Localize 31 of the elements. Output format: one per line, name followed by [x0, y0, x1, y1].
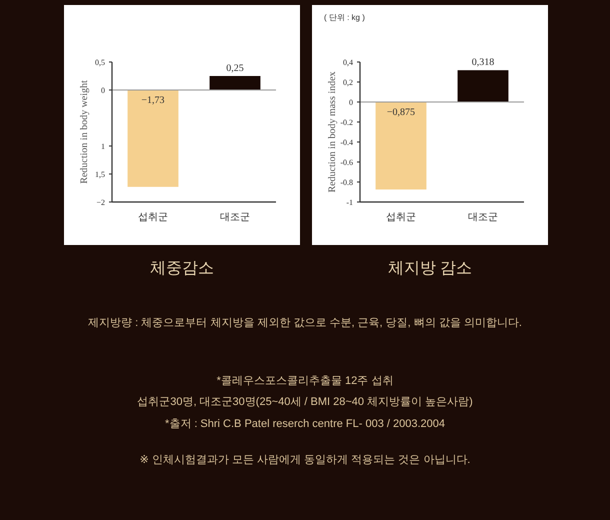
y-axis-title: Reduction in body weight [79, 80, 90, 184]
y-tick-label: −2 [96, 198, 105, 207]
data-label: −0,875 [386, 107, 416, 118]
y-axis-title: Reduction in body mass index [327, 71, 338, 193]
x-tick-label: 섭취군 [138, 212, 168, 223]
x-tick-label: 섭취군 [386, 212, 416, 223]
y-tick-label: -0.8 [340, 178, 353, 187]
y-tick-label: -1 [346, 198, 353, 207]
text: 체지방 감소 [388, 260, 472, 277]
y-tick-label: 0,2 [343, 78, 353, 87]
y-tick-label: 1 [101, 142, 105, 151]
text: ( 단위 : kg ) [324, 13, 366, 22]
y-tick-label: -0.4 [340, 138, 353, 147]
y-tick-label: 0 [349, 98, 353, 107]
y-tick-label: 1,5 [95, 170, 105, 179]
text: 섭취군30명, 대조군30명(25~40세 / BMI 28~40 체지방률이 높은사람) [137, 396, 473, 408]
y-tick-label: -0.2 [340, 118, 353, 127]
x-tick-label: 대조군 [220, 212, 250, 223]
text: ※ 인체시험결과가 모든 사람에게 동일하게 적용되는 것은 아닙니다. [140, 454, 470, 466]
text: *콜레우스포스콜리추출물 12주 섭취 [216, 375, 394, 387]
text: 제지방량 : 체중으로부터 체지방을 제외한 값으로 수분, 근육, 당질, 뼈의 값을 의미합니다. [88, 317, 522, 329]
y-tick-label: 0,5 [95, 58, 105, 67]
y-tick-label: -0.6 [340, 158, 353, 167]
data-label: 0,318 [472, 57, 494, 68]
data-label: 0,25 [226, 63, 244, 74]
text: *출저 : Shri C.B Patel reserch centre FL- 003 / 2003.2004 [164, 418, 446, 430]
text: 체중감소 [150, 260, 214, 277]
y-tick-label: 0 [101, 86, 105, 95]
y-tick-label: 0,4 [343, 58, 353, 67]
data-label: −1,73 [141, 95, 165, 106]
x-tick-label: 대조군 [468, 212, 498, 223]
